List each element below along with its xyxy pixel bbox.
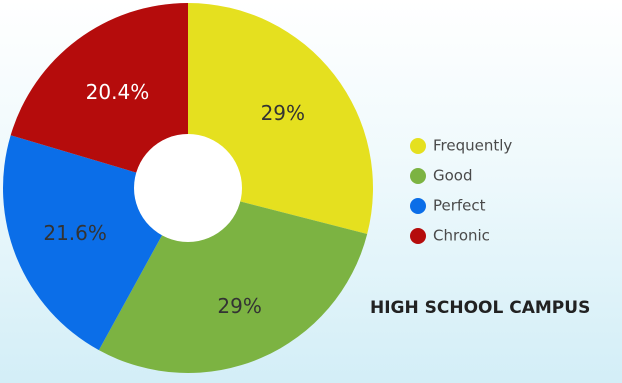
slice-label-chronic: 20.4%: [86, 80, 150, 104]
slice-label-frequently: 29%: [261, 101, 305, 125]
legend-label-good: Good: [433, 167, 473, 185]
legend-label-perfect: Perfect: [433, 197, 486, 215]
legend-marker-perfect: [410, 198, 426, 214]
slice-chronic: [10, 3, 189, 188]
donut-hole: [134, 134, 242, 242]
legend-marker-good: [410, 168, 426, 184]
legend: Frequently Good Perfect Chronic: [410, 137, 512, 245]
slice-label-perfect: 21.6%: [43, 221, 107, 245]
chart-title: HIGH SCHOOL CAMPUS: [370, 298, 590, 318]
slice-label-good: 29%: [217, 294, 261, 318]
slice-labels: 29% 29% 21.6% 20.4%: [43, 80, 305, 318]
legend-label-frequently: Frequently: [433, 137, 512, 155]
legend-marker-chronic: [410, 228, 426, 244]
legend-marker-frequently: [410, 138, 426, 154]
legend-label-chronic: Chronic: [433, 227, 490, 245]
